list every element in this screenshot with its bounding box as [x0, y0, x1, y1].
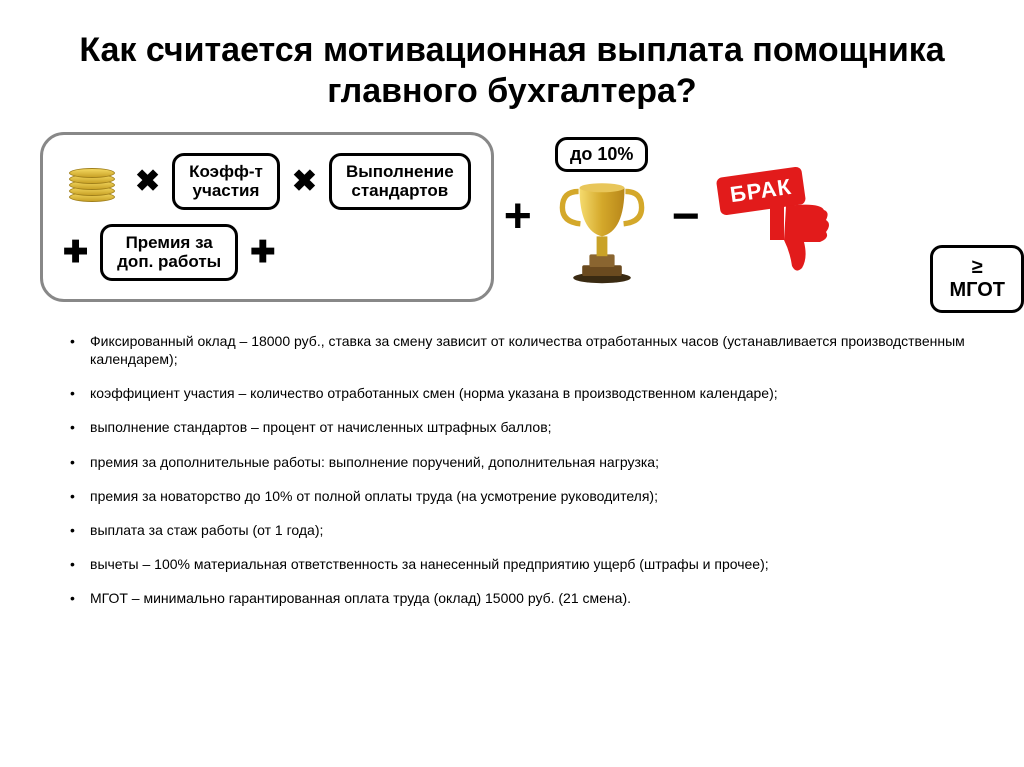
- multiply-op-1: ✖: [135, 164, 160, 199]
- plus-op-big: +: [504, 189, 532, 244]
- minus-op-big: −: [672, 189, 700, 244]
- coeff-box: Коэфф-т участия: [172, 153, 280, 210]
- list-item: МГОТ – минимально гарантированная оплата…: [70, 589, 984, 607]
- bonus-box: Премия за доп. работы: [100, 224, 238, 281]
- thumb-down-icon: [758, 200, 838, 275]
- brak-section: БРАК: [710, 162, 840, 272]
- coins-icon: [63, 160, 123, 202]
- formula-row-1: ✖ Коэфф-т участия ✖ Выполнение стандарто…: [63, 153, 471, 210]
- plus-op-1: ✚: [63, 235, 88, 270]
- formula-diagram: ✖ Коэфф-т участия ✖ Выполнение стандарто…: [40, 132, 984, 302]
- bullet-list: Фиксированный оклад – 18000 руб., ставка…: [40, 332, 984, 608]
- page-title: Как считается мотивационная выплата помо…: [40, 30, 984, 112]
- list-item: коэффициент участия – количество отработ…: [70, 384, 984, 402]
- multiply-op-2: ✖: [292, 164, 317, 199]
- list-item: премия за дополнительные работы: выполне…: [70, 453, 984, 471]
- trophy-section: до 10%: [542, 137, 662, 297]
- percent-box: до 10%: [555, 137, 648, 172]
- trophy-icon: [557, 176, 647, 286]
- list-item: Фиксированный оклад – 18000 руб., ставка…: [70, 332, 984, 368]
- formula-row-2: ✚ Премия за доп. работы ✚: [63, 224, 471, 281]
- list-item: вычеты – 100% материальная ответственнос…: [70, 555, 984, 573]
- plus-op-2: ✚: [250, 235, 275, 270]
- formula-group: ✖ Коэфф-т участия ✖ Выполнение стандарто…: [40, 132, 494, 302]
- list-item: выполнение стандартов – процент от начис…: [70, 418, 984, 436]
- standards-box: Выполнение стандартов: [329, 153, 471, 210]
- list-item: премия за новаторство до 10% от полной о…: [70, 487, 984, 505]
- list-item: выплата за стаж работы (от 1 года);: [70, 521, 984, 539]
- mgot-box: ≥ МГОТ: [930, 245, 1024, 313]
